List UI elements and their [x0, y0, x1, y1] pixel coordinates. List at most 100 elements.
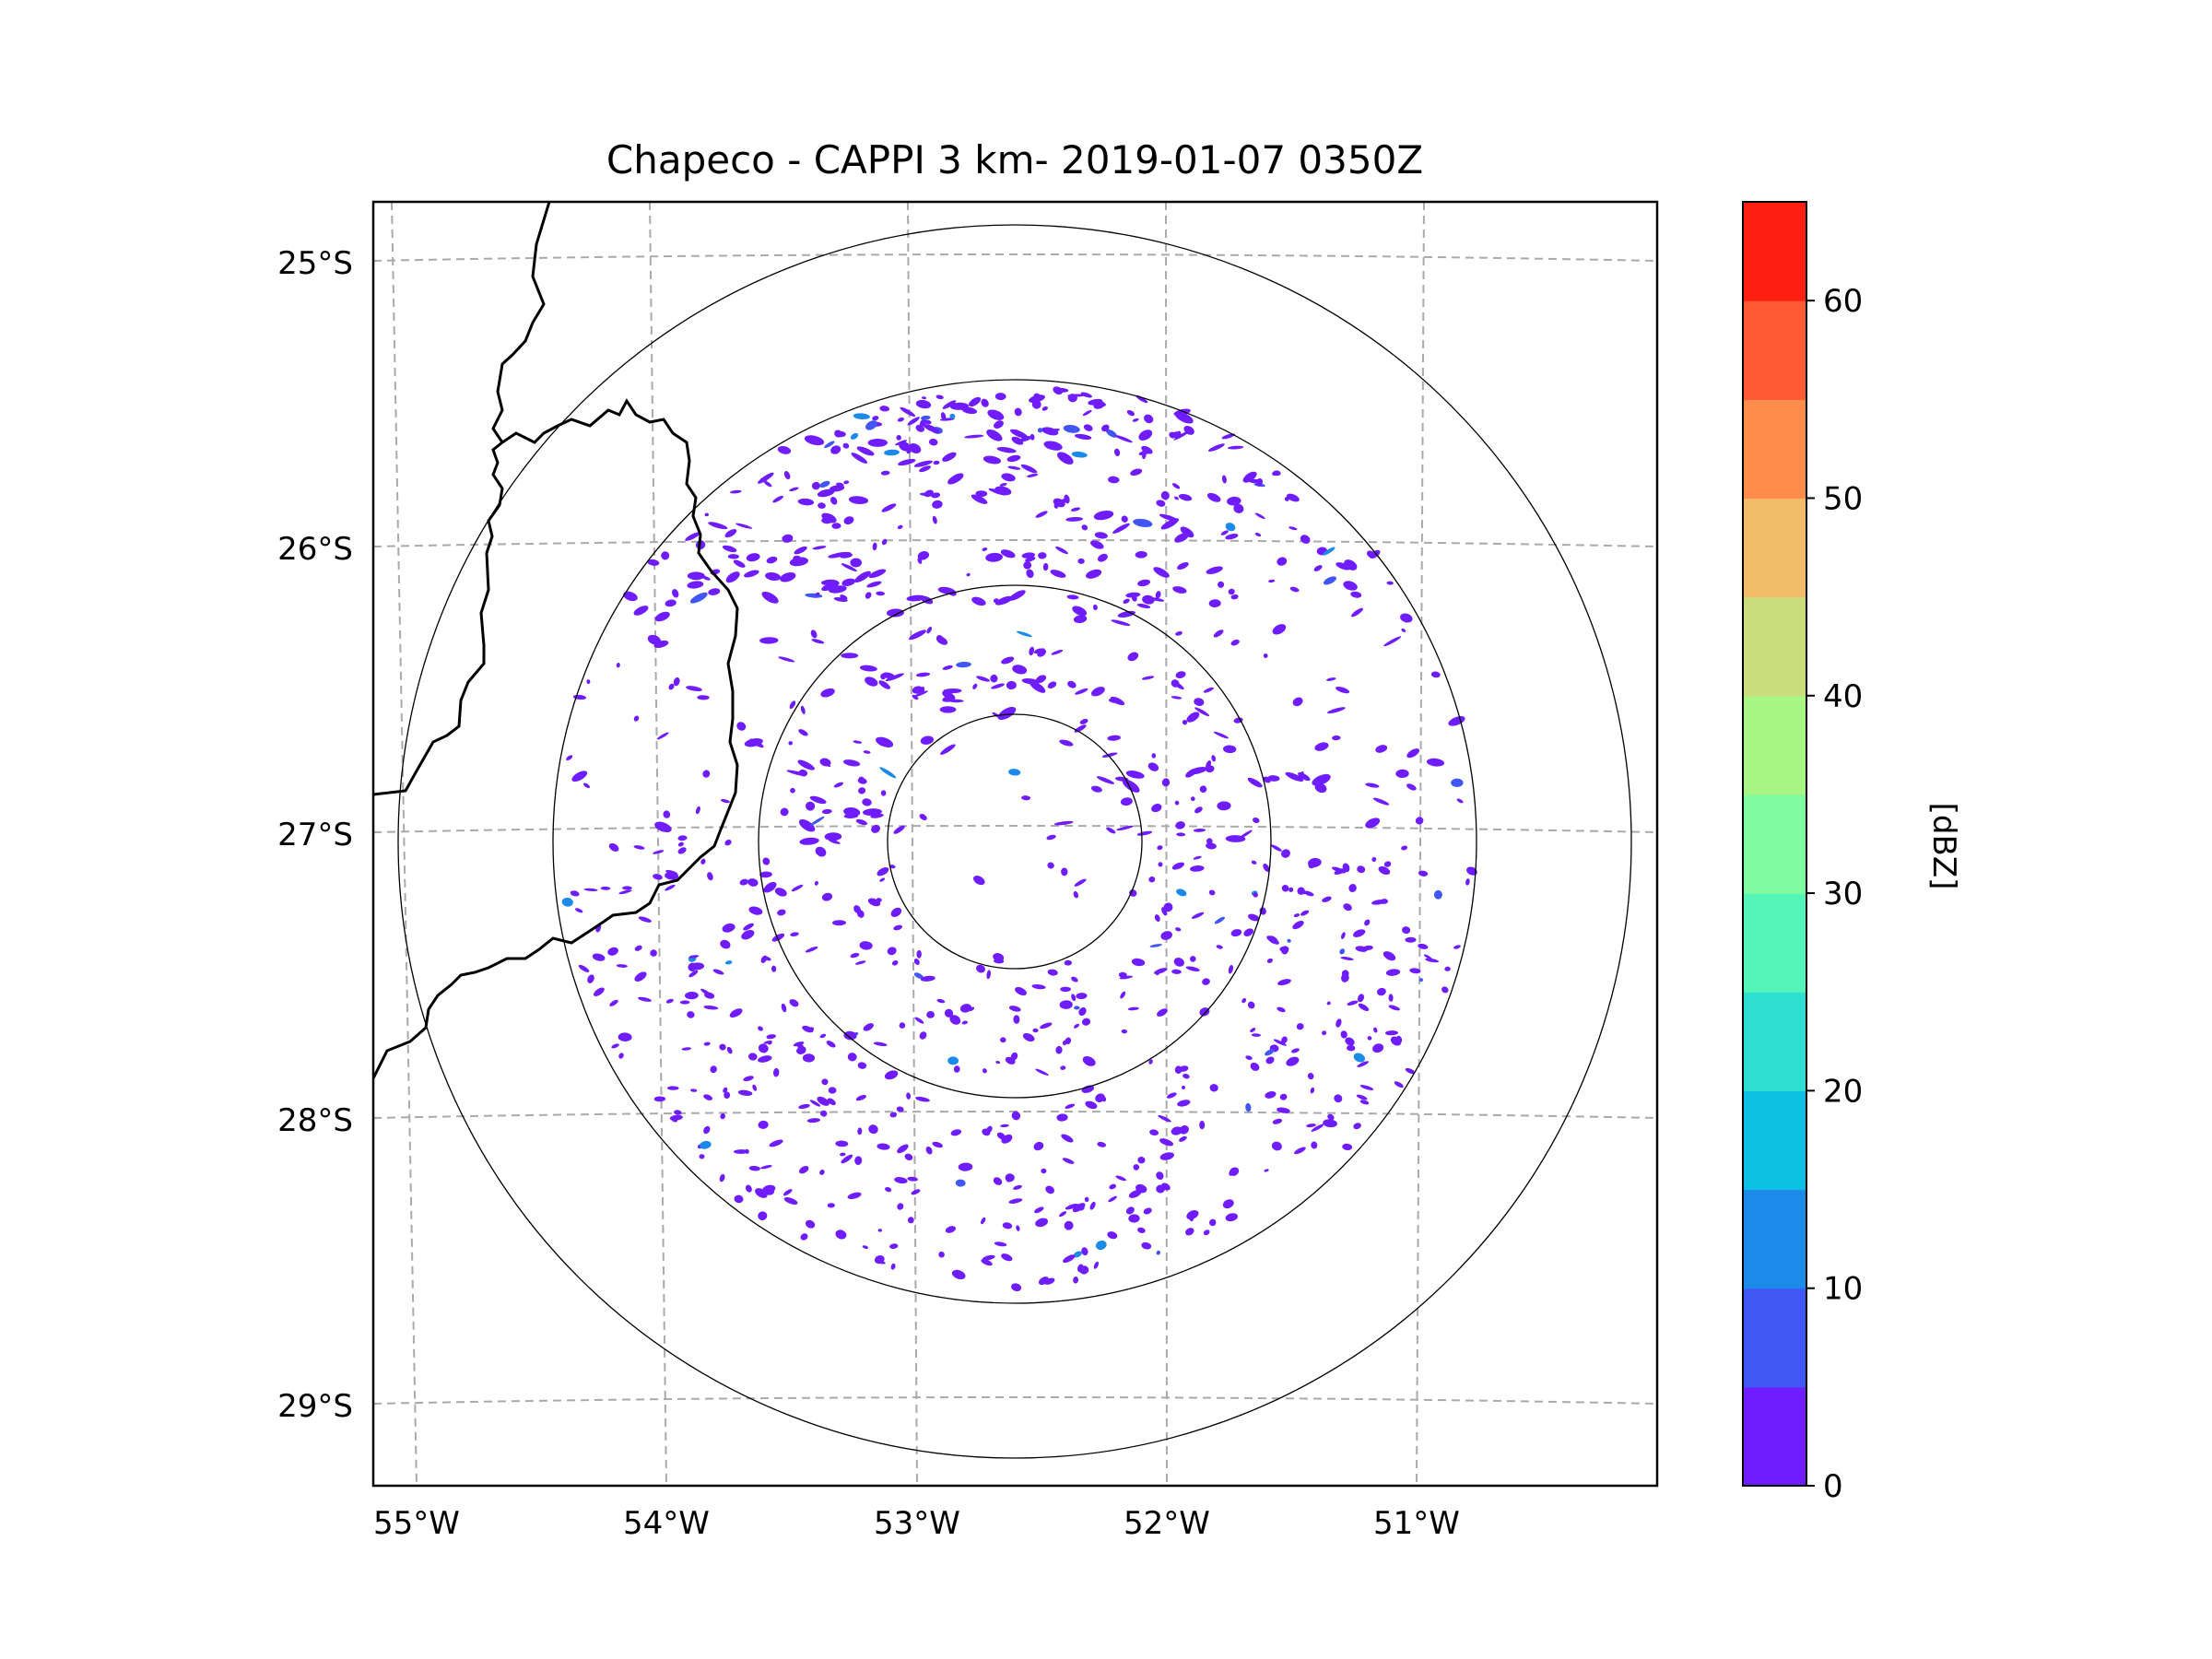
echo-cell — [1136, 603, 1151, 609]
echo-cell — [1093, 1261, 1100, 1269]
echo-cell — [1081, 524, 1088, 531]
echo-cell — [1090, 540, 1104, 549]
echo-cell — [884, 449, 900, 456]
echo-cell — [1382, 951, 1396, 961]
echo-cell — [1383, 861, 1392, 867]
echo-cell — [1193, 855, 1202, 860]
echo-cell — [1141, 676, 1155, 680]
echo-cell — [800, 705, 806, 714]
echo-cell — [789, 487, 799, 492]
echo-cell — [720, 1112, 725, 1120]
echo-cell — [703, 992, 715, 999]
echo-cell — [814, 880, 818, 886]
echo-cell — [1245, 1055, 1253, 1060]
echo-cell — [1465, 878, 1470, 886]
echo-cell — [1115, 1175, 1126, 1182]
echo-cell — [677, 835, 688, 841]
echo-cell — [1271, 1141, 1282, 1151]
echo-cell — [1194, 806, 1203, 814]
echo-cell — [1251, 860, 1257, 865]
echo-cell — [653, 850, 665, 854]
echo-cell — [1065, 1103, 1076, 1110]
echo-cell — [1125, 592, 1141, 598]
echo-cell — [949, 413, 956, 419]
echo-cell — [1385, 1030, 1398, 1036]
echo-cell — [999, 482, 1007, 487]
echo-cell — [1031, 983, 1046, 990]
echo-cell — [1401, 845, 1408, 851]
echo-cell — [884, 1070, 899, 1080]
echo-cell — [781, 1003, 787, 1013]
echo-cell — [1072, 1203, 1086, 1213]
echo-cell — [1059, 1000, 1073, 1009]
echo-cell — [1121, 1029, 1127, 1034]
echo-cell — [890, 1263, 896, 1270]
echo-cell — [1351, 607, 1363, 618]
echo-cell — [1149, 944, 1162, 947]
echo-cell — [920, 975, 935, 982]
echo-cell — [1015, 429, 1030, 441]
echo-cell — [906, 1092, 912, 1100]
longitude-gridlines — [391, 202, 1425, 1486]
echo-cell — [730, 489, 742, 494]
echo-cell — [724, 839, 732, 846]
echo-cell — [1095, 1093, 1105, 1103]
echo-cell — [1112, 523, 1130, 534]
echo-cell — [1096, 776, 1114, 784]
echo-cell — [1070, 507, 1081, 512]
echo-cell — [1001, 473, 1016, 482]
echo-cell — [1456, 798, 1464, 804]
echo-cell — [1311, 1124, 1324, 1132]
echo-cell — [1272, 1118, 1283, 1124]
echo-cell — [1406, 748, 1420, 759]
echo-cell — [733, 559, 746, 568]
echo-cell — [1016, 1225, 1020, 1231]
echo-cell — [665, 998, 674, 1004]
echo-cell — [722, 545, 737, 553]
echo-cell — [1418, 870, 1429, 877]
echo-cell — [917, 551, 930, 560]
colorbar-tick-label: 50 — [1823, 480, 1863, 517]
echo-cell — [919, 465, 932, 473]
echo-cell — [818, 502, 826, 509]
echo-cell — [815, 592, 820, 596]
echo-cell — [1340, 957, 1354, 960]
latitude-tick-labels: 25°S 26°S 27°S 28°S 29°S — [277, 245, 353, 1425]
latitude-gridline — [373, 825, 1657, 833]
echo-cell — [1161, 778, 1171, 787]
echo-cell — [774, 888, 787, 897]
echo-cell — [701, 575, 711, 581]
echo-cell — [1322, 1030, 1327, 1036]
echo-cell — [1296, 1023, 1304, 1030]
echo-cell — [1022, 1033, 1035, 1041]
echo-cell — [854, 571, 871, 583]
echo-cell — [1177, 1100, 1191, 1107]
echo-cell — [1047, 681, 1057, 689]
echo-cell — [1025, 557, 1036, 562]
echo-cell — [1074, 1006, 1080, 1010]
echo-cell — [1071, 451, 1088, 458]
echo-cell — [566, 755, 573, 761]
echo-cell — [868, 569, 887, 579]
echo-cell — [736, 722, 747, 731]
echo-cell — [1073, 1277, 1079, 1284]
echo-cell — [1347, 1044, 1356, 1052]
echo-cell — [1035, 511, 1048, 518]
echo-cell — [885, 1186, 892, 1193]
echo-cell — [1020, 464, 1038, 474]
echo-cell — [876, 898, 882, 903]
echo-cell — [1174, 800, 1180, 806]
echo-cell — [570, 890, 580, 897]
echo-cell — [994, 959, 1005, 964]
echo-cell — [1202, 978, 1210, 985]
echo-cell — [1158, 862, 1163, 867]
echo-cell — [583, 888, 598, 891]
echo-cell — [1032, 1028, 1039, 1033]
echo-cell — [1118, 971, 1127, 978]
echo-cell — [1001, 1134, 1013, 1144]
echo-cell — [899, 1022, 906, 1029]
echo-cell — [832, 551, 852, 557]
echo-cell — [1344, 559, 1358, 571]
colorbar-segment — [1743, 695, 1806, 795]
echo-cell — [1011, 1283, 1022, 1292]
